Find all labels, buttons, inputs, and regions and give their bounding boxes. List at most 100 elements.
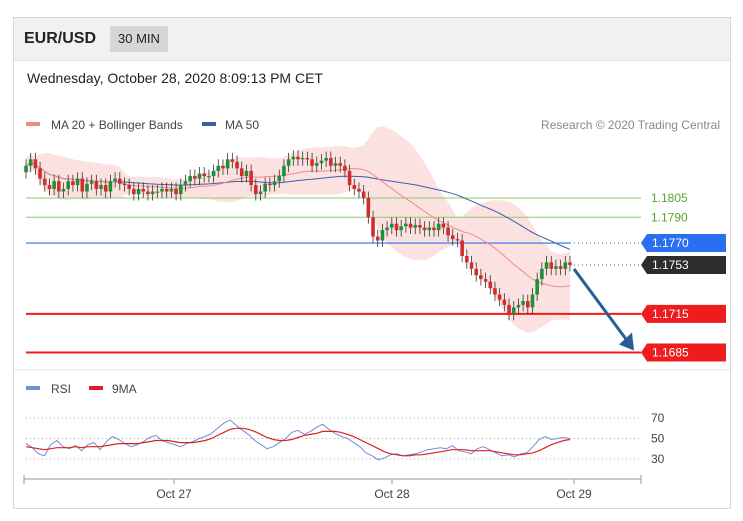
moving-averages [25, 161, 571, 288]
rsi-legend-swatch [26, 386, 40, 390]
candle-body [371, 217, 375, 237]
candle-body [418, 225, 422, 228]
pivot-tag [641, 234, 726, 253]
candle-body [357, 188, 361, 192]
candle-body [544, 262, 549, 269]
candle-body [366, 197, 371, 218]
candle-body [493, 288, 497, 295]
candle-body [338, 163, 343, 166]
candle-body [85, 183, 89, 192]
candle-body [432, 227, 436, 231]
resistance-label: 1.1790 [651, 210, 688, 224]
candle-body [380, 230, 385, 241]
candle-body [516, 304, 521, 308]
candle-body [465, 255, 469, 263]
current-price-tag [641, 255, 726, 274]
candle-body [436, 223, 441, 231]
ma50-legend-swatch [202, 122, 216, 126]
candle-body [488, 281, 493, 289]
candle-body [132, 188, 136, 195]
support-label: 1.1715 [652, 307, 689, 321]
support-tag [641, 304, 726, 323]
candle-body [427, 227, 432, 231]
candle-body [33, 159, 38, 169]
rsi-legend-label: RSI [51, 382, 71, 396]
chart-canvas: MA 20 + Bollinger Bands MA 50 Research ©… [14, 118, 732, 501]
price-levels [26, 197, 641, 354]
candle-body [66, 181, 71, 189]
candle-body [554, 266, 558, 269]
candle-body [511, 307, 516, 314]
candle-body [174, 188, 178, 195]
chart-header: EUR/USD 30 MIN [14, 18, 730, 61]
candle-body [460, 240, 464, 256]
candle-body [258, 191, 263, 195]
candle-body [193, 176, 197, 179]
pivot-label: 1.1770 [652, 236, 689, 250]
candle-body [61, 188, 66, 192]
candle-body [497, 294, 502, 300]
candle-body [474, 268, 479, 276]
candle-body [71, 181, 75, 186]
candle-body [450, 235, 455, 240]
rsi-line [25, 419, 571, 461]
resistance-label: 1.1805 [651, 191, 688, 205]
candle-body [38, 168, 42, 179]
candle-body [113, 178, 117, 182]
candle-body [324, 158, 328, 161]
candle-body [563, 262, 568, 269]
candle-body [52, 181, 56, 189]
chart-widget: EUR/USD 30 MIN Wednesday, October 28, 20… [13, 17, 732, 509]
forecast-arrow-shaft [572, 268, 629, 342]
candle-body [347, 170, 352, 186]
candle-body [408, 223, 413, 228]
rsi-lines [25, 419, 571, 461]
candle-body [127, 185, 131, 189]
candle-body [568, 262, 572, 265]
candle-body [160, 188, 164, 192]
candle-body [146, 191, 150, 195]
candle-body [404, 223, 408, 227]
time-axis-ticks: Oct 27 Oct 28 Oct 29 [156, 479, 592, 501]
time-tick-label: Oct 28 [374, 487, 410, 501]
candle-body [446, 227, 450, 236]
current-price-label: 1.1753 [652, 258, 689, 272]
rsi-ma-legend-label: 9MA [112, 382, 137, 396]
time-tick-label: Oct 27 [156, 487, 192, 501]
candle-body [207, 176, 211, 178]
credit-text: Research © 2020 Trading Central [541, 118, 720, 132]
candle-body [122, 183, 127, 186]
ma20-legend-swatch [26, 122, 40, 126]
candle-body [99, 185, 103, 189]
candle-body [422, 227, 427, 231]
candle-body [361, 191, 366, 198]
candle-body [549, 262, 554, 269]
candle-body [263, 183, 267, 192]
candle-body [117, 178, 122, 184]
candle-body [521, 301, 525, 305]
candle-body [530, 294, 535, 308]
candle-body [239, 168, 244, 177]
candlesticks [24, 150, 572, 321]
candle-body [188, 176, 192, 182]
candle-body [57, 181, 61, 192]
support-label: 1.1685 [652, 346, 689, 360]
candle-body [469, 262, 474, 269]
candle-body [319, 160, 324, 164]
candle-body [399, 226, 403, 231]
candle-body [225, 159, 230, 169]
rsi-tick-label: 30 [651, 452, 665, 466]
rsi-tick-label: 70 [651, 411, 665, 425]
candle-body [47, 185, 52, 189]
timeframe-button[interactable]: 30 MIN [110, 26, 168, 52]
candle-body [169, 188, 174, 192]
support-tag [641, 343, 726, 362]
candle-body [249, 170, 253, 186]
rsi-grid: 70 50 30 [26, 411, 665, 466]
candle-body [343, 165, 347, 171]
candle-body [310, 159, 314, 166]
candle-body [108, 181, 113, 192]
candle-body [150, 191, 155, 195]
candle-body [24, 165, 28, 173]
candle-body [385, 227, 389, 231]
